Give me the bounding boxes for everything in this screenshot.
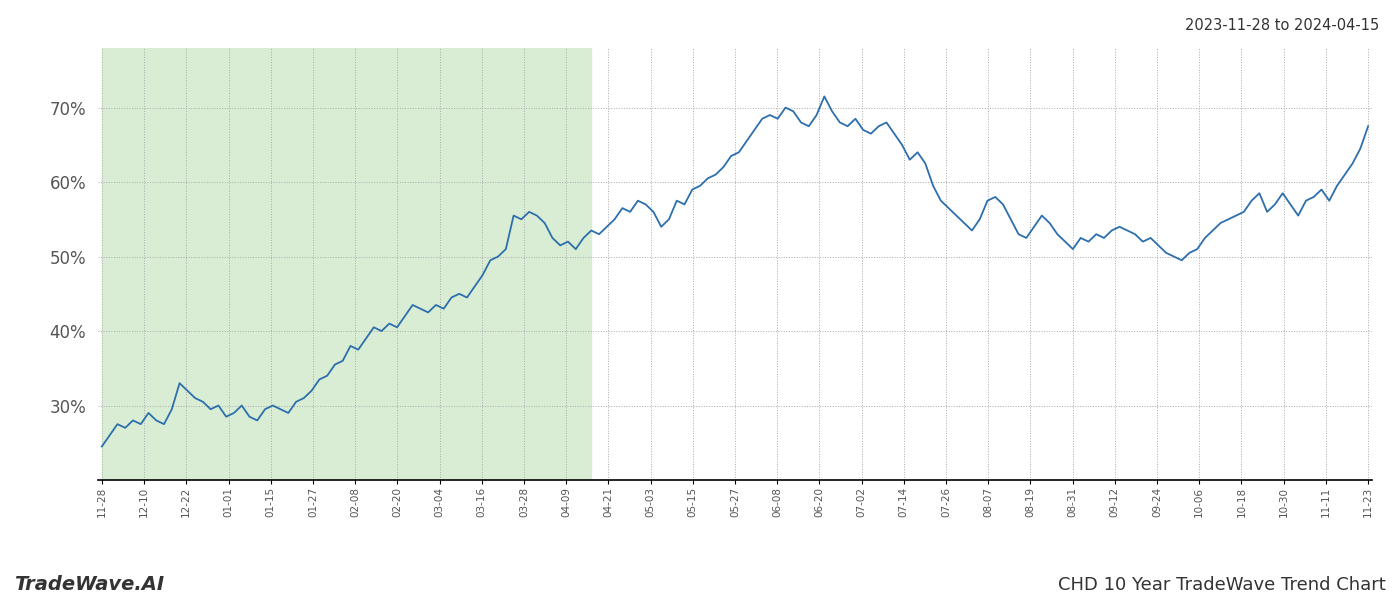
Text: TradeWave.AI: TradeWave.AI bbox=[14, 575, 164, 594]
Text: 2023-11-28 to 2024-04-15: 2023-11-28 to 2024-04-15 bbox=[1184, 18, 1379, 33]
Bar bbox=[102, 48, 591, 480]
Text: CHD 10 Year TradeWave Trend Chart: CHD 10 Year TradeWave Trend Chart bbox=[1058, 576, 1386, 594]
